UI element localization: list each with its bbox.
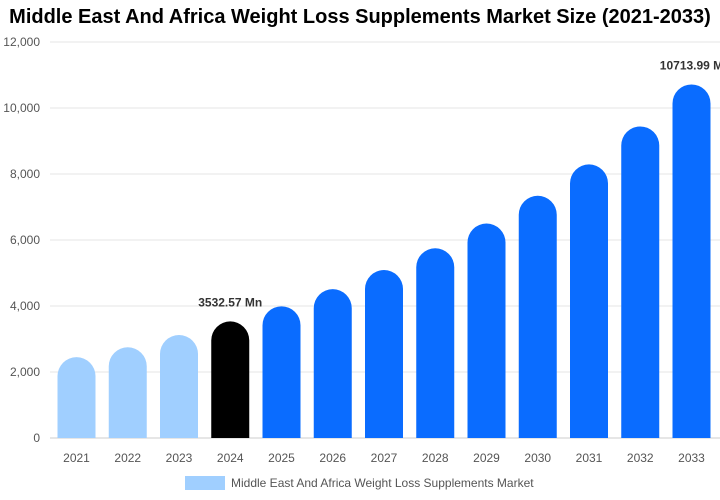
chart-title: Middle East And Africa Weight Loss Suppl…	[9, 6, 711, 28]
y-tick-label: 10,000	[3, 101, 40, 115]
x-tick-label: 2027	[371, 451, 398, 465]
x-tick-label: 2023	[166, 451, 193, 465]
bar-2030[interactable]	[518, 195, 557, 438]
data-label: 3532.57 Mn	[198, 295, 262, 309]
bar-2032[interactable]	[621, 126, 660, 439]
y-tick-label: 8,000	[10, 167, 40, 181]
data-labels: 3532.57 Mn 10713.99 M	[198, 58, 720, 309]
bar-2022[interactable]	[108, 347, 147, 438]
bar-2028[interactable]	[416, 248, 455, 438]
x-tick-label: 2025	[268, 451, 295, 465]
bars	[57, 84, 711, 439]
x-tick-label: 2028	[422, 451, 449, 465]
bar-2031[interactable]	[570, 164, 608, 438]
legend-label: Middle East And Africa Weight Loss Suppl…	[231, 476, 534, 490]
bar-2026[interactable]	[313, 289, 352, 438]
bar-2027[interactable]	[365, 270, 403, 438]
y-tick-label: 6,000	[10, 233, 40, 247]
bar-2033[interactable]	[672, 84, 711, 439]
bar-2021[interactable]	[57, 357, 96, 438]
x-tick-label: 2024	[217, 451, 244, 465]
x-tick-label: 2022	[114, 451, 141, 465]
y-tick-label: 4,000	[10, 299, 40, 313]
y-tick-label: 2,000	[10, 365, 40, 379]
data-label: 10713.99 M	[660, 58, 720, 72]
y-tick-label: 12,000	[3, 35, 40, 49]
bar-2025[interactable]	[262, 306, 301, 438]
x-tick-label: 2029	[473, 451, 500, 465]
y-tick-label: 0	[33, 431, 40, 445]
x-tick-label: 2026	[319, 451, 346, 465]
bar-2024[interactable]	[211, 321, 250, 438]
legend-swatch	[185, 476, 225, 490]
bar-2023[interactable]	[160, 335, 198, 438]
legend[interactable]: Middle East And Africa Weight Loss Suppl…	[185, 476, 534, 490]
x-tick-label: 2031	[576, 451, 603, 465]
x-axis-ticks: 2021 2022 2023 2024 2025 2026 2027 2028 2029 2030…	[63, 451, 705, 465]
bar-2029[interactable]	[467, 223, 506, 439]
y-axis-ticks: 0 2,000 4,000 6,000 8,000 10,000 12,000	[3, 35, 40, 445]
x-tick-label: 2033	[678, 451, 705, 465]
x-tick-label: 2032	[627, 451, 654, 465]
x-tick-label: 2021	[63, 451, 90, 465]
x-tick-label: 2030	[524, 451, 551, 465]
